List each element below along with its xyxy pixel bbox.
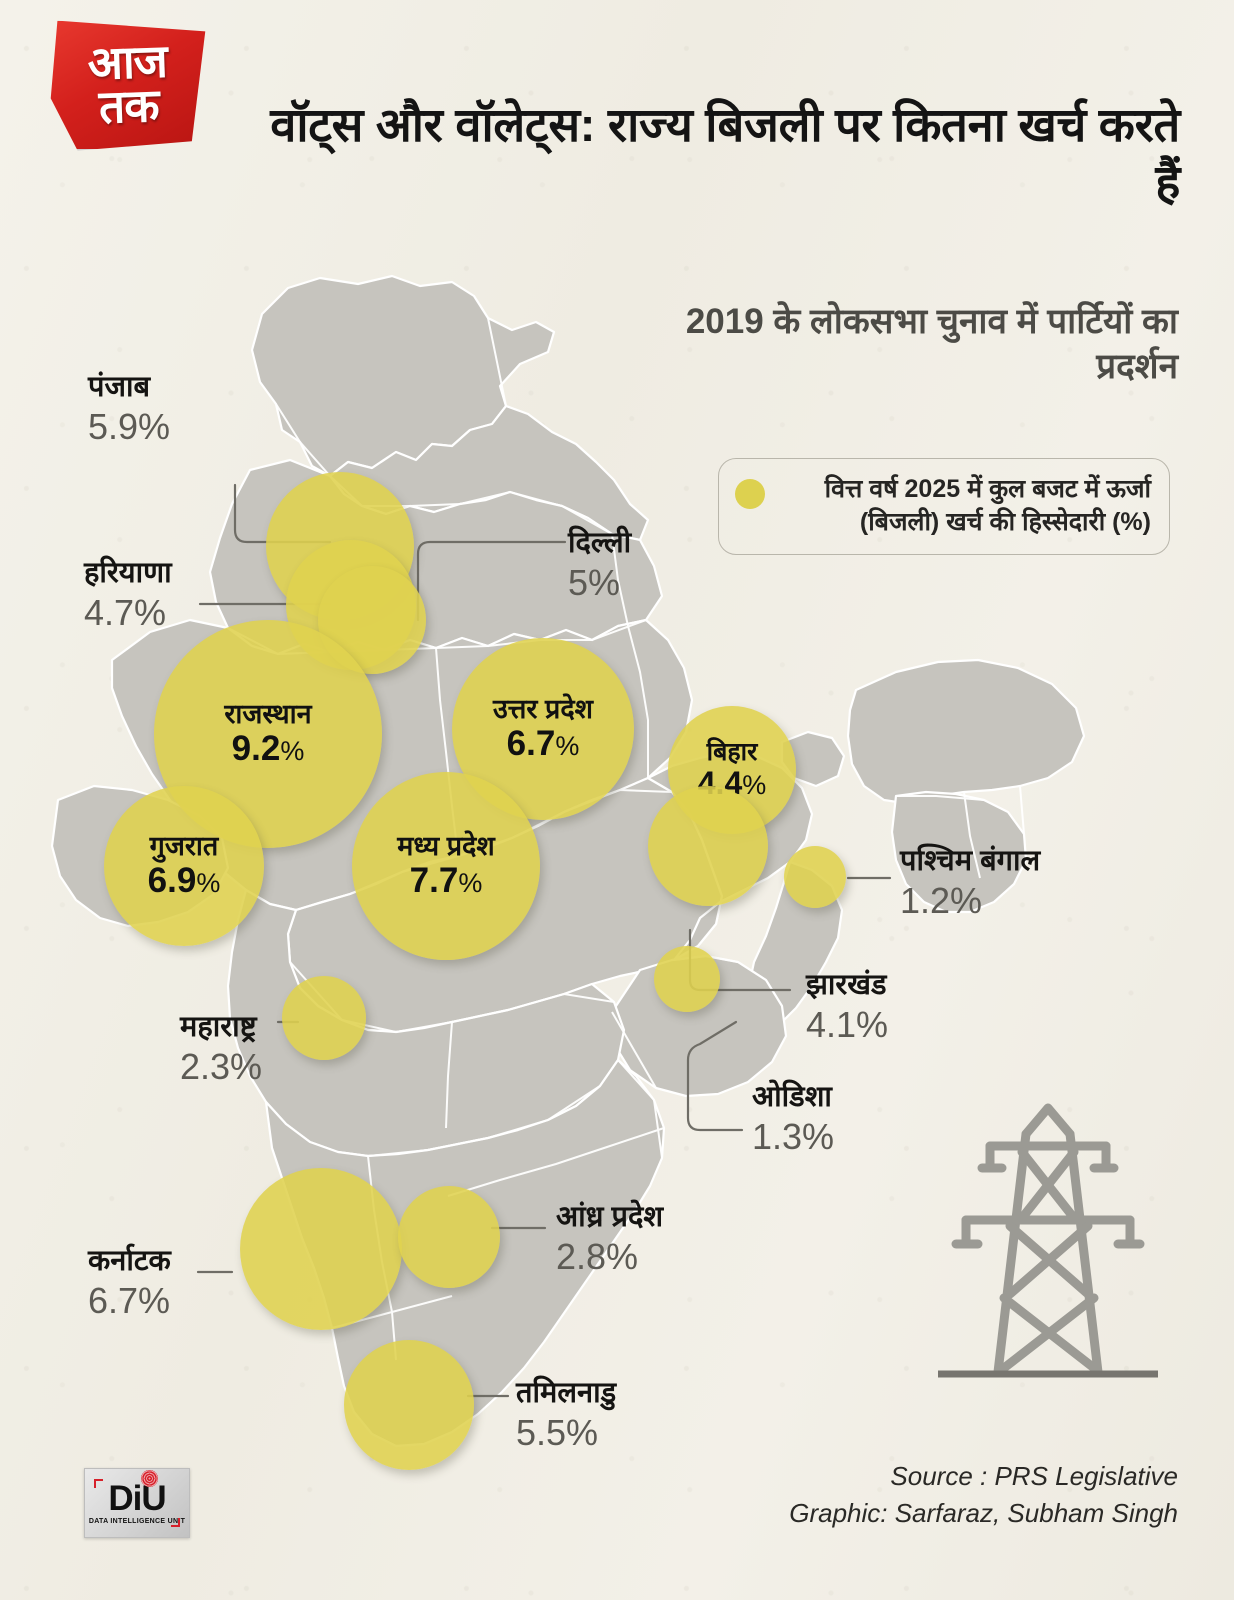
bubble-maharashtra[interactable] (282, 976, 366, 1060)
source-line: Source : PRS Legislative (890, 1461, 1178, 1492)
bubble-andhra-pradesh[interactable] (398, 1186, 500, 1288)
aaj-tak-logo[interactable]: आज तक (44, 18, 212, 152)
page-title: वॉट्स और वॉलेट्स: राज्य बिजली पर कितना ख… (270, 98, 1180, 209)
bubble-value-rajasthan: 9.2% (231, 728, 305, 768)
callout-jharkhand: झारखंड 4.1% (806, 964, 888, 1046)
bubble-label-bihar: बिहार (706, 738, 758, 767)
legend: वित्त वर्ष 2025 में कुल बजट में ऊर्जा (ब… (718, 458, 1170, 555)
diu-word-text: DiU (108, 1479, 166, 1518)
callout-karnataka: कर्नाटक 6.7% (88, 1240, 171, 1322)
callout-west-bengal: पश्चिम बंगाल 1.2% (900, 840, 1040, 922)
callout-delhi: दिल्ली 5% (568, 522, 631, 604)
aaj-tak-wordmark: आज तक (42, 15, 215, 155)
graphic-credit-line: Graphic: Sarfaraz, Subham Singh (789, 1498, 1178, 1529)
bubble-gujarat[interactable]: गुजरात 6.9% (104, 786, 264, 946)
bubble-label-gujarat: गुजरात (149, 831, 219, 862)
callout-maharashtra: महाराष्ट्र 2.3% (180, 1006, 262, 1088)
source-credits: Source : PRS Legislative Graphic: Sarfar… (789, 1458, 1178, 1532)
bubble-value-gujarat: 6.9% (147, 860, 221, 900)
bubble-label-rajasthan: राजस्थान (224, 699, 312, 730)
callout-name-delhi: दिल्ली (568, 527, 632, 559)
callout-andhra-pradesh: आंध्र प्रदेश 2.8% (556, 1196, 663, 1278)
callout-name-karnataka: कर्नाटक (88, 1245, 171, 1277)
callout-value-punjab: 5.9% (88, 406, 171, 447)
bubble-rajasthan[interactable]: राजस्थान 9.2% (154, 620, 382, 848)
callout-value-haryana: 4.7% (84, 592, 167, 633)
page-subtitle: 2019 के लोकसभा चुनाव में पार्टियों का प्… (685, 302, 1178, 386)
bubble-west-bengal[interactable] (784, 846, 846, 908)
bubble-madhya-pradesh[interactable]: मध्य प्रदेश 7.7% (352, 772, 540, 960)
bubble-tamil-nadu[interactable] (344, 1340, 474, 1470)
callout-haryana: हरियाणा 4.7% (84, 552, 172, 634)
diu-subtitle: DATA INTELLIGENCE UNIT (88, 1518, 186, 1525)
bubble-label-uttar-pradesh: उत्तर प्रदेश (492, 694, 594, 725)
diu-wordmark: DiU (108, 1470, 167, 1518)
bubble-value-uttar-pradesh: 6.7% (506, 723, 580, 763)
callout-punjab: पंजाब 5.9% (88, 366, 170, 448)
aaj-tak-line2: तक (98, 78, 160, 134)
diu-bracket-top-left (94, 1479, 103, 1488)
callout-value-andhra-pradesh: 2.8% (556, 1236, 639, 1277)
bubble-label-madhya-pradesh: मध्य प्रदेश (397, 831, 495, 862)
callout-name-west-bengal: पश्चिम बंगाल (900, 845, 1041, 877)
transmission-tower-icon (938, 1103, 1158, 1378)
legend-label: वित्त वर्ष 2025 में कुल बजट में ऊर्जा (ब… (824, 475, 1151, 536)
callout-name-punjab: पंजाब (88, 371, 151, 403)
circle-swatch-icon (735, 479, 765, 509)
diu-bracket-bottom-right (171, 1518, 180, 1527)
bubble-odisha[interactable] (654, 946, 720, 1012)
fingerprint-icon (141, 1470, 159, 1487)
callout-name-maharashtra: महाराष्ट्र (180, 1011, 257, 1043)
callout-value-tamil-nadu: 5.5% (516, 1412, 599, 1453)
callout-value-delhi: 5% (568, 562, 621, 603)
callout-value-west-bengal: 1.2% (900, 880, 983, 921)
callout-name-jharkhand: झारखंड (806, 969, 887, 1001)
callout-name-haryana: हरियाणा (84, 557, 172, 589)
callout-odisha: ओडिशा 1.3% (752, 1076, 834, 1158)
callout-value-maharashtra: 2.3% (180, 1046, 263, 1087)
callout-tamil-nadu: तमिलनाडु 5.5% (516, 1372, 616, 1454)
callout-value-odisha: 1.3% (752, 1116, 835, 1157)
bubble-uttar-pradesh[interactable]: उत्तर प्रदेश 6.7% (452, 638, 634, 820)
diu-logo[interactable]: DiU DATA INTELLIGENCE UNIT (84, 1468, 190, 1538)
callout-value-jharkhand: 4.1% (806, 1004, 889, 1045)
callout-name-odisha: ओडिशा (752, 1081, 832, 1113)
bubble-karnataka[interactable] (240, 1168, 402, 1330)
callout-name-tamil-nadu: तमिलनाडु (516, 1377, 617, 1409)
bubble-value-madhya-pradesh: 7.7% (409, 860, 483, 900)
callout-value-karnataka: 6.7% (88, 1280, 171, 1321)
callout-name-andhra-pradesh: आंध्र प्रदेश (556, 1201, 664, 1233)
bubble-jharkhand[interactable] (648, 786, 768, 906)
